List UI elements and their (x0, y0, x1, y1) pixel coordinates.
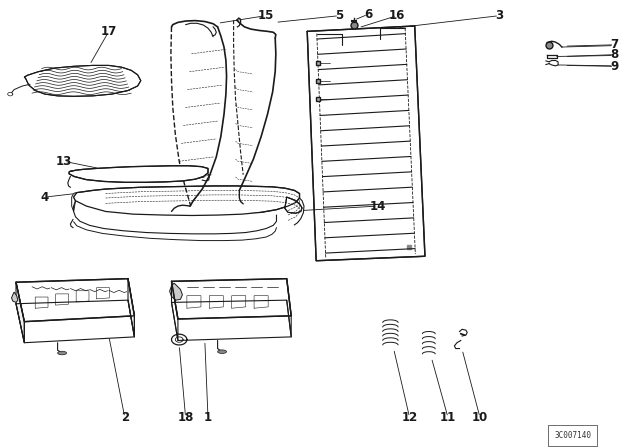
Polygon shape (16, 279, 134, 322)
Polygon shape (285, 197, 302, 213)
Polygon shape (74, 186, 300, 215)
Text: 10: 10 (472, 411, 488, 424)
Text: 5: 5 (335, 9, 343, 22)
Text: 12: 12 (401, 411, 418, 424)
Text: 3C007140: 3C007140 (554, 431, 591, 440)
Text: 9: 9 (611, 60, 618, 73)
Polygon shape (307, 26, 425, 261)
Polygon shape (69, 166, 208, 182)
Polygon shape (12, 292, 18, 302)
Polygon shape (16, 282, 24, 343)
Text: 16: 16 (388, 9, 405, 22)
Text: 11: 11 (440, 411, 456, 424)
Text: 17: 17 (100, 25, 117, 38)
Text: 6: 6 (364, 8, 372, 21)
Polygon shape (128, 279, 134, 337)
Polygon shape (58, 351, 67, 355)
Polygon shape (218, 350, 227, 353)
Polygon shape (170, 283, 182, 300)
Polygon shape (24, 65, 141, 96)
Text: 15: 15 (257, 9, 274, 22)
Text: 3: 3 (495, 9, 503, 22)
Polygon shape (172, 279, 291, 319)
Text: 2: 2 (121, 411, 129, 424)
Text: 7: 7 (611, 38, 618, 52)
Polygon shape (74, 193, 276, 234)
Text: 8: 8 (611, 48, 618, 61)
Text: 14: 14 (369, 199, 386, 213)
Text: 4: 4 (41, 190, 49, 204)
Text: 18: 18 (177, 411, 194, 424)
Text: 13: 13 (56, 155, 72, 168)
Text: 1: 1 (204, 411, 212, 424)
